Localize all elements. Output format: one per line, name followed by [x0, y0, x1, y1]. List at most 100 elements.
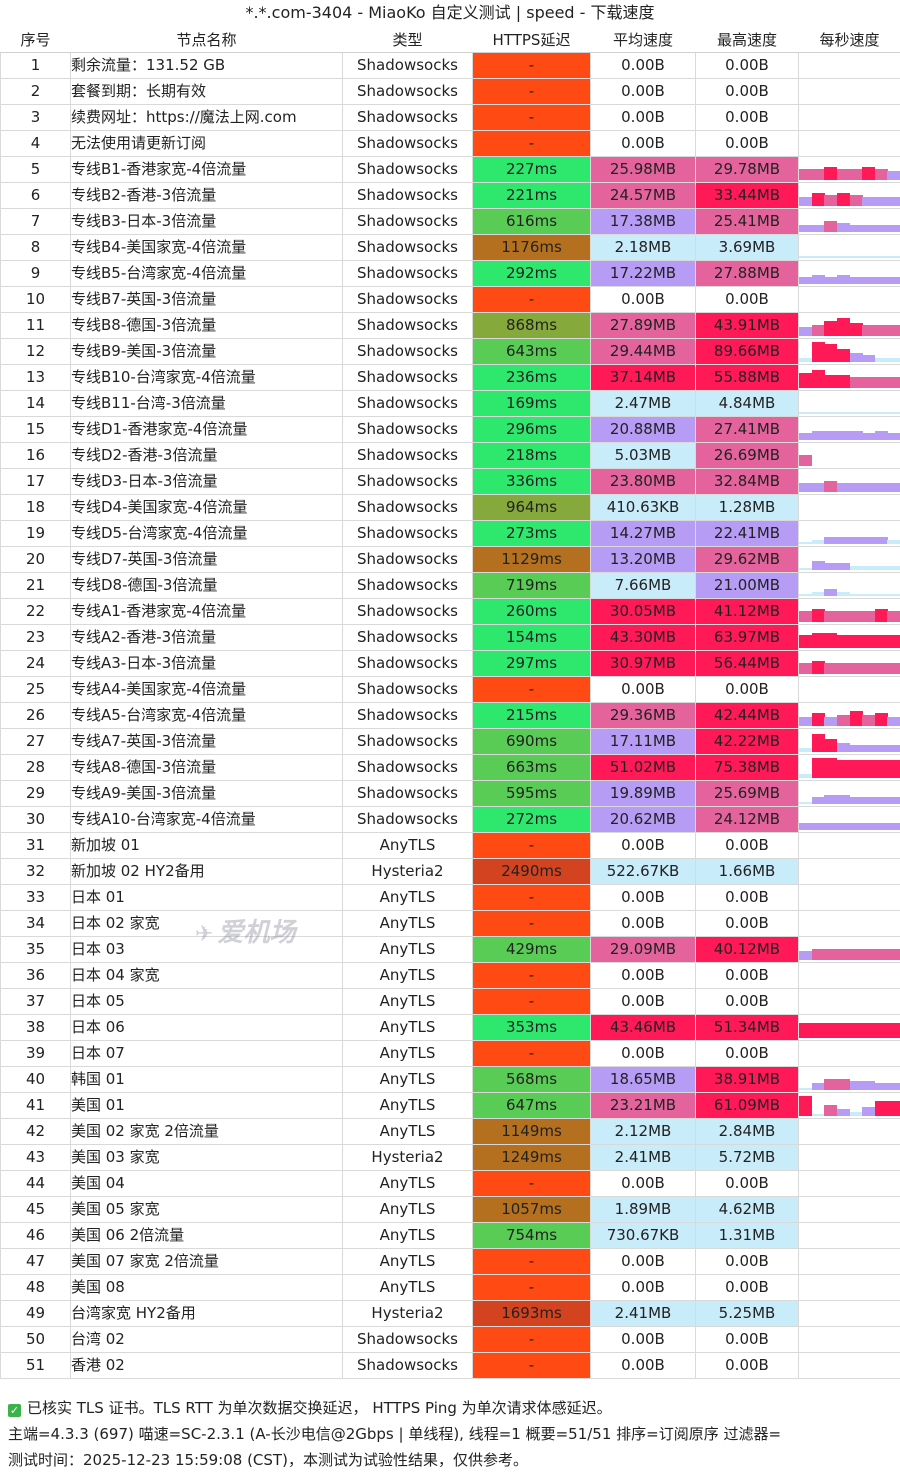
table-row: 46 美国 06 2倍流量 AnyTLS 754ms 730.67KB 1.31MB — [0, 1222, 900, 1249]
table-row: 4 无法使用请更新订阅 Shadowsocks -0.00B 0.00B — [0, 130, 900, 157]
row-avg-speed: 29.36MB — [590, 702, 696, 729]
sparkline-bar — [849, 635, 863, 648]
header-type[interactable]: 类型 — [342, 26, 473, 53]
row-latency: 221ms — [472, 182, 591, 209]
sparkline-bar — [887, 1101, 900, 1116]
row-node-name: 专线A2-香港-3倍流量 — [70, 624, 343, 651]
sparkline-bar — [874, 949, 888, 960]
row-latency: 2490ms — [472, 858, 591, 885]
sparkline-bar — [849, 169, 863, 180]
row-index: 19 — [0, 520, 71, 547]
row-avg-speed: 51.02MB — [590, 754, 696, 781]
sparkline-bar — [849, 323, 863, 336]
sparkline-bar — [887, 256, 900, 258]
row-latency: - — [472, 962, 591, 989]
sparkline-bar — [799, 277, 813, 284]
row-type: Shadowsocks — [342, 156, 473, 183]
sparkline-bar — [887, 760, 900, 778]
watermark: ✈ 爱机场 — [195, 912, 295, 949]
sparkline-bar — [874, 256, 888, 258]
row-max-speed: 0.00B — [695, 676, 799, 703]
header-avg-speed[interactable]: 平均速度 — [590, 26, 696, 53]
row-latency: 568ms — [472, 1066, 591, 1093]
row-per-second-sparkline — [798, 1274, 900, 1301]
row-index: 8 — [0, 234, 71, 261]
row-node-name: 日本 02 家宽 — [70, 910, 343, 937]
header-index[interactable]: 序号 — [0, 26, 71, 53]
sparkline-bar — [836, 743, 850, 752]
row-type: AnyTLS — [342, 884, 473, 911]
sparkline-bar — [836, 483, 850, 492]
row-avg-speed: 522.67KB — [590, 858, 696, 885]
sparkline-bar — [824, 481, 838, 492]
row-per-second-sparkline — [798, 780, 900, 807]
sparkline-bar — [849, 353, 863, 362]
row-index: 18 — [0, 494, 71, 521]
row-avg-speed: 0.00B — [590, 1248, 696, 1275]
row-type: AnyTLS — [342, 962, 473, 989]
sparkline-bar — [874, 483, 888, 492]
row-type: Shadowsocks — [342, 130, 473, 157]
row-node-name: 专线B10-台湾家宽-4倍流量 — [70, 364, 343, 391]
row-index: 50 — [0, 1326, 71, 1353]
row-node-name: 专线B11-台湾-3倍流量 — [70, 390, 343, 417]
header-node-name[interactable]: 节点名称 — [70, 26, 343, 53]
sparkline-bar — [874, 713, 888, 726]
row-max-speed: 25.41MB — [695, 208, 799, 235]
row-avg-speed: 0.00B — [590, 676, 696, 703]
row-type: Shadowsocks — [342, 338, 473, 365]
table-row: 49 台湾家宽 HY2备用 Hysteria2 1693ms 2.41MB 5.25MB — [0, 1300, 900, 1327]
sparkline-bar — [862, 537, 876, 544]
sparkline-bar — [849, 745, 863, 752]
table-row: 23 专线A2-香港-3倍流量 Shadowsocks 154ms 43.30MB 63.… — [0, 624, 900, 651]
sparkline-bar — [811, 949, 825, 960]
sparkline-bar — [811, 609, 825, 622]
row-avg-speed: 0.00B — [590, 78, 696, 105]
row-index: 31 — [0, 832, 71, 859]
row-latency: 336ms — [472, 468, 591, 495]
sparkline-bar — [887, 197, 900, 206]
row-per-second-sparkline — [798, 286, 900, 313]
row-per-second-sparkline — [798, 1196, 900, 1223]
sparkline-bar — [862, 715, 876, 726]
row-type: AnyTLS — [342, 988, 473, 1015]
row-max-speed: 0.00B — [695, 52, 799, 79]
sparkline-bar — [824, 823, 838, 830]
sparkline-bar — [887, 594, 900, 596]
sparkline-bar — [836, 1023, 850, 1038]
table-row: 1 剩余流量：131.52 GB Shadowsocks -0.00B 0.00B — [0, 52, 900, 79]
row-node-name: 美国 02 家宽 2倍流量 — [70, 1118, 343, 1145]
row-per-second-sparkline — [798, 234, 900, 261]
table-row: 30 专线A10-台湾家宽-4倍流量 Shadowsocks 272ms 20.62MB… — [0, 806, 900, 833]
header-per-second-speed[interactable]: 每秒速度 — [798, 26, 900, 53]
row-per-second-sparkline — [798, 182, 900, 209]
row-latency: 297ms — [472, 650, 591, 677]
header-https-latency[interactable]: HTTPS延迟 — [472, 26, 591, 53]
sparkline-bar — [824, 277, 838, 284]
row-max-speed: 51.34MB — [695, 1014, 799, 1041]
row-index: 30 — [0, 806, 71, 833]
row-node-name: 新加坡 02 HY2备用 — [70, 858, 343, 885]
header-max-speed[interactable]: 最高速度 — [695, 26, 799, 53]
row-index: 3 — [0, 104, 71, 131]
row-per-second-sparkline — [798, 962, 900, 989]
sparkline-bar — [862, 635, 876, 648]
sparkline-bar — [862, 566, 876, 570]
footer-text-1: 已核实 TLS 证书。TLS RTT 为单次数据交换延迟， HTTPS Ping… — [27, 1399, 612, 1417]
row-per-second-sparkline — [798, 1040, 900, 1067]
sparkline-bar — [874, 225, 888, 232]
footer: ✓ 已核实 TLS 证书。TLS RTT 为单次数据交换延迟， HTTPS Pin… — [0, 1395, 900, 1473]
row-avg-speed: 19.89MB — [590, 780, 696, 807]
table-row: 45 美国 05 家宽 AnyTLS 1057ms 1.89MB 4.62MB — [0, 1196, 900, 1223]
sparkline-bar — [824, 949, 838, 960]
sparkline-bar — [849, 663, 863, 674]
row-type: Shadowsocks — [342, 208, 473, 235]
footer-line-1: ✓ 已核实 TLS 证书。TLS RTT 为单次数据交换延迟， HTTPS Pin… — [0, 1395, 900, 1421]
sparkline-bar — [874, 566, 888, 570]
sparkline-bar — [874, 537, 888, 544]
sparkline-bar — [849, 537, 863, 544]
row-latency: - — [472, 1248, 591, 1275]
row-index: 25 — [0, 676, 71, 703]
row-per-second-sparkline — [798, 1170, 900, 1197]
row-per-second-sparkline — [798, 546, 900, 573]
